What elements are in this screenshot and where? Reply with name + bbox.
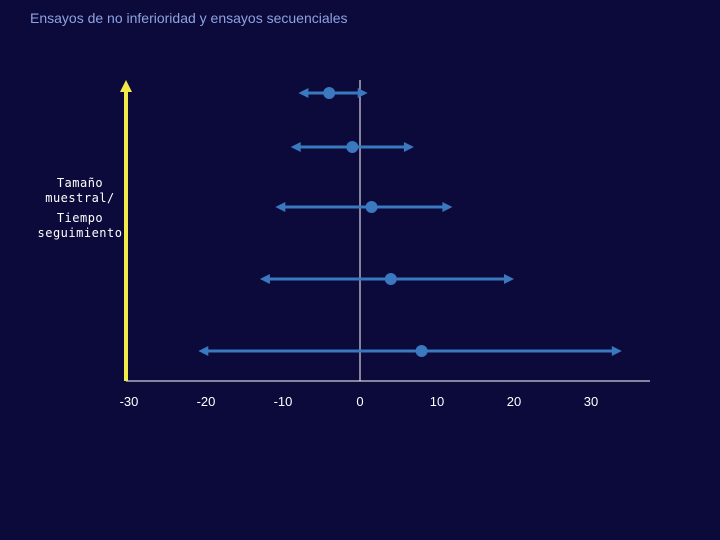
point-estimate-1 <box>323 87 336 99</box>
ci-arrow-left-4 <box>259 274 270 284</box>
ci-arrow-right-4 <box>504 274 514 284</box>
ci-arrow-left-2 <box>290 142 301 152</box>
y-axis-label-line1: Tamaño <box>56 176 104 190</box>
point-estimate-3 <box>365 201 378 213</box>
ci-arrow-right-1 <box>357 88 368 98</box>
point-estimate-5 <box>415 345 428 357</box>
x-tick-label: -10 <box>274 394 293 409</box>
slide-title: Ensayos de no inferioridad y ensayos sec… <box>30 10 348 26</box>
y-axis-label-line4: seguimiento <box>37 226 123 240</box>
x-tick-label: 0 <box>356 394 363 409</box>
ci-arrow-right-5 <box>611 346 622 356</box>
point-estimate-2 <box>346 141 359 153</box>
ci-arrow-right-3 <box>442 202 453 212</box>
ci-arrow-right-2 <box>403 142 414 152</box>
y-axis-label-line2: muestral/ <box>45 191 115 205</box>
point-estimate-4 <box>384 273 397 285</box>
x-tick-label: -20 <box>197 394 216 409</box>
ci-arrow-left-3 <box>275 202 286 212</box>
ci-arrow-left-1 <box>298 88 309 98</box>
x-tick-label: 10 <box>430 394 444 409</box>
y-axis-label-line3: Tiempo <box>56 211 104 225</box>
x-tick-label: -30 <box>120 394 139 409</box>
ci-arrow-left-5 <box>198 346 209 356</box>
x-tick-label: 20 <box>507 394 521 409</box>
y-axis-arrowhead <box>120 80 132 92</box>
x-tick-label: 30 <box>584 394 598 409</box>
